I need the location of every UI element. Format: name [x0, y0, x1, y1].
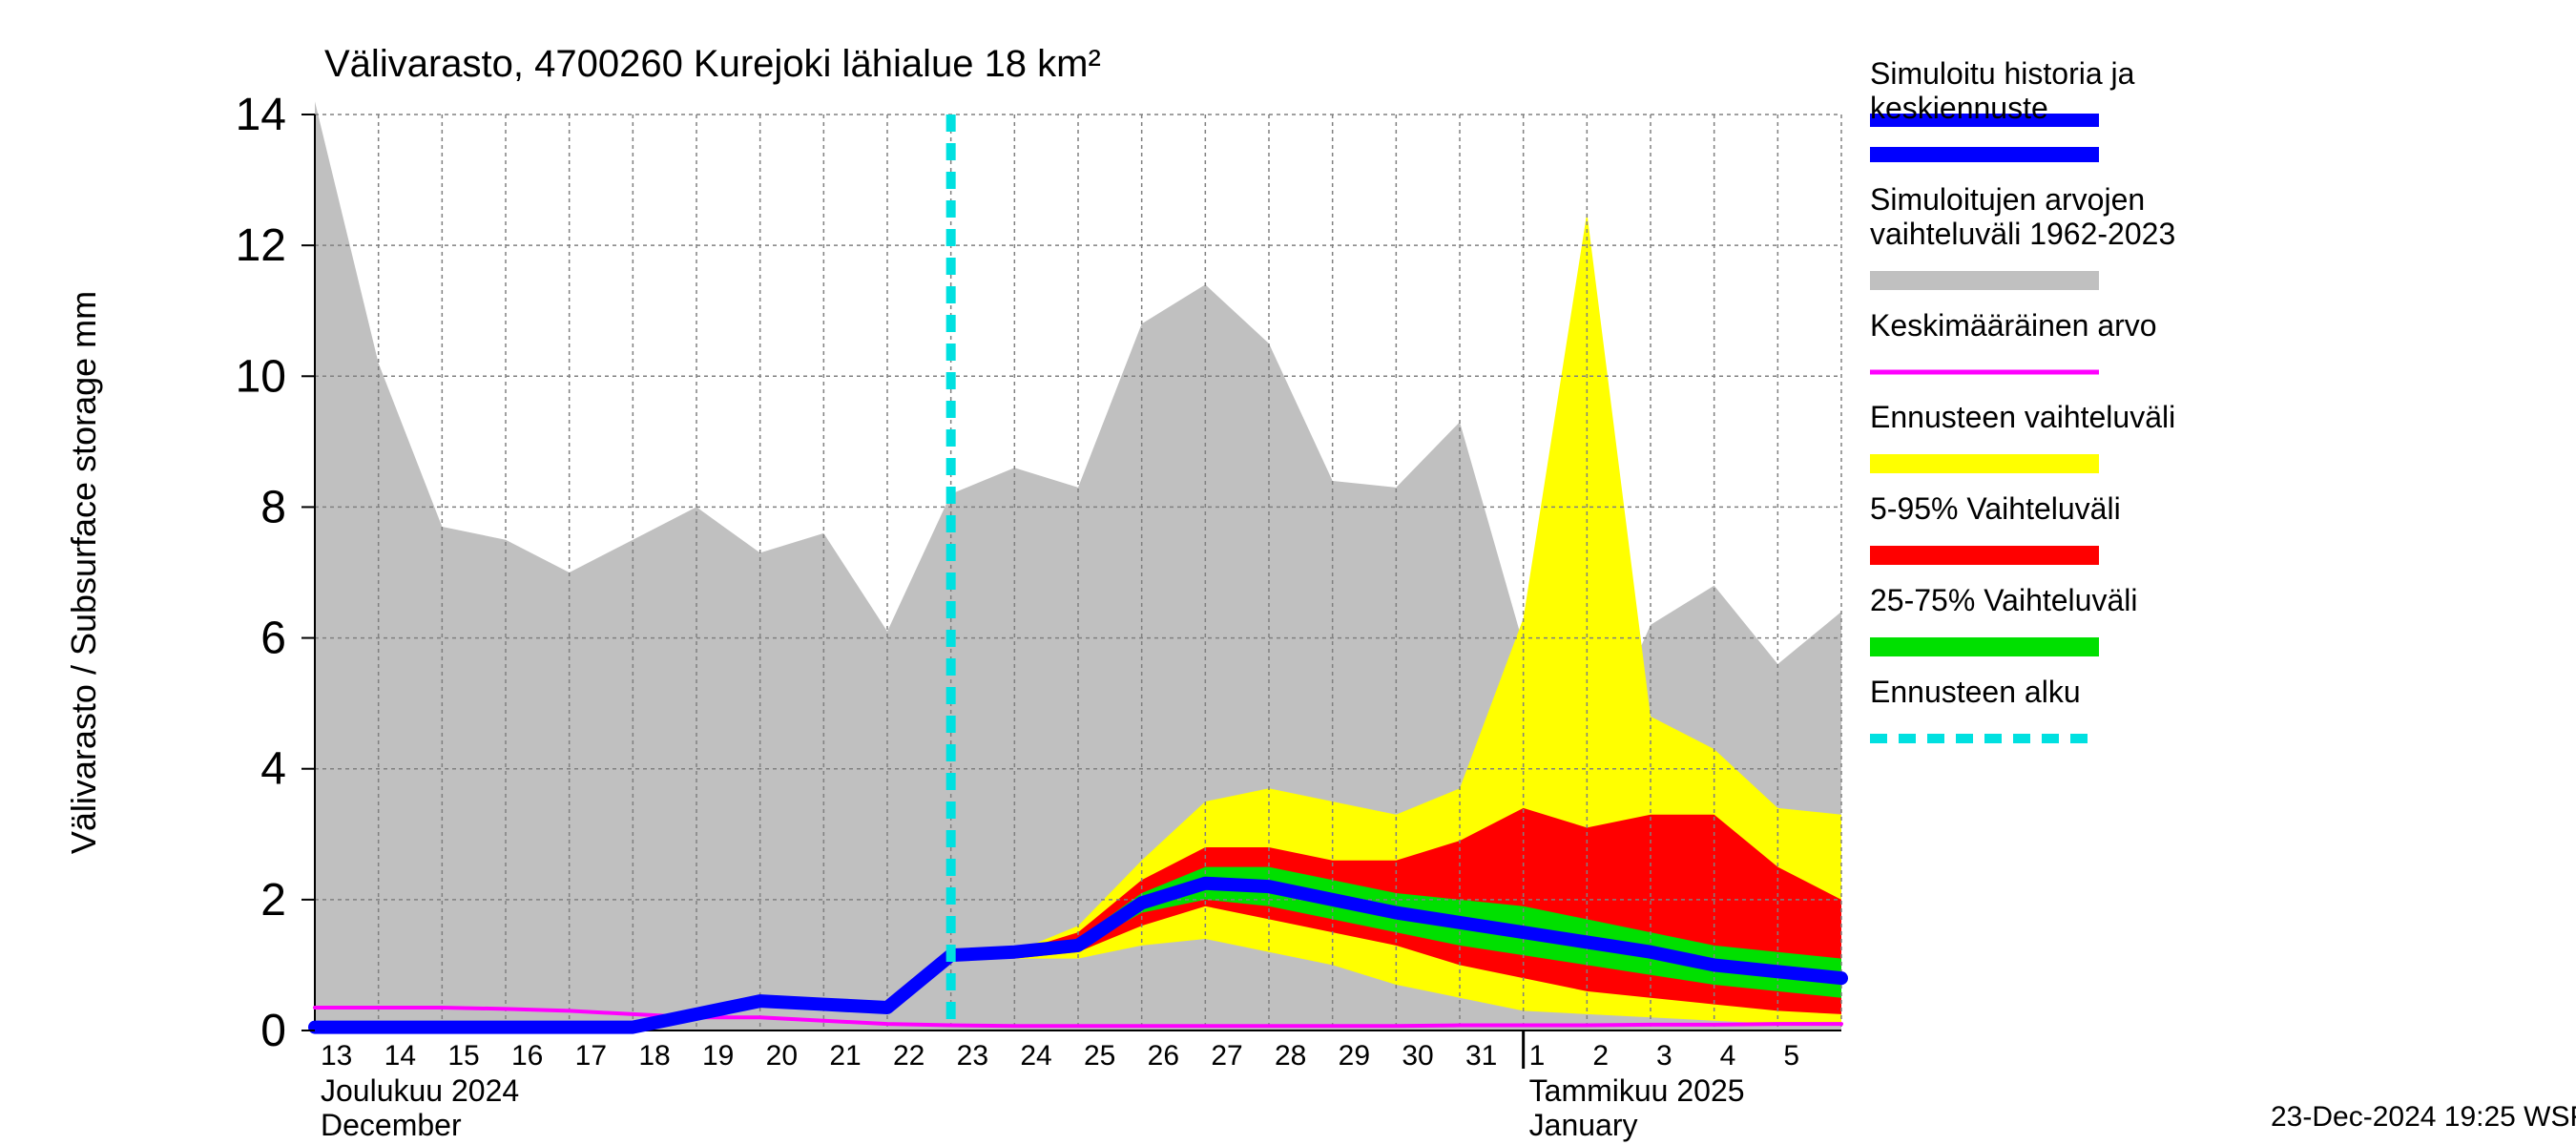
x-tick-label: 26: [1148, 1040, 1179, 1072]
legend-label: Ennusteen vaihteluväli: [1870, 400, 2175, 434]
y-tick-label: 4: [260, 744, 286, 795]
y-tick-label: 6: [260, 614, 286, 664]
legend-label: keskiennuste: [1870, 91, 2048, 125]
x-tick-label: 19: [702, 1040, 734, 1072]
month-label: January: [1529, 1108, 1638, 1142]
chart-svg: 0246810121413141516171819202122232425262…: [0, 0, 2576, 1145]
x-tick-label: 30: [1402, 1040, 1433, 1072]
y-tick-label: 8: [260, 482, 286, 532]
month-label: Tammikuu 2025: [1529, 1073, 1745, 1108]
chart-container: 0246810121413141516171819202122232425262…: [0, 0, 2576, 1145]
x-tick-label: 20: [766, 1040, 798, 1072]
chart-footer: 23-Dec-2024 19:25 WSFS-O: [2271, 1101, 2576, 1133]
x-tick-label: 31: [1465, 1040, 1497, 1072]
x-tick-label: 17: [575, 1040, 607, 1072]
legend-label: vaihteluväli 1962-2023: [1870, 217, 2175, 251]
x-tick-label: 4: [1720, 1040, 1736, 1072]
x-tick-label: 3: [1656, 1040, 1672, 1072]
x-tick-label: 1: [1529, 1040, 1546, 1072]
chart-title: Välivarasto, 4700260 Kurejoki lähialue 1…: [324, 43, 1101, 85]
legend-label: Ennusteen alku: [1870, 675, 2081, 709]
legend-swatch: [1870, 271, 2099, 290]
legend-swatch: [1870, 454, 2099, 473]
legend-label: Simuloitu historia ja: [1870, 56, 2135, 91]
y-axis-label: Välivarasto / Subsurface storage mm: [64, 291, 103, 854]
x-tick-label: 18: [638, 1040, 670, 1072]
y-tick-label: 14: [236, 90, 286, 140]
legend-label: 25-75% Vaihteluväli: [1870, 583, 2137, 617]
x-tick-label: 5: [1783, 1040, 1799, 1072]
x-tick-label: 28: [1275, 1040, 1306, 1072]
x-tick-label: 2: [1592, 1040, 1609, 1072]
month-label: December: [321, 1108, 462, 1142]
x-tick-label: 14: [384, 1040, 416, 1072]
x-tick-label: 27: [1211, 1040, 1242, 1072]
legend-label: 5-95% Vaihteluväli: [1870, 491, 2121, 526]
x-tick-label: 13: [321, 1040, 352, 1072]
x-tick-label: 22: [893, 1040, 924, 1072]
x-tick-label: 25: [1084, 1040, 1115, 1072]
month-label: Joulukuu 2024: [321, 1073, 519, 1108]
x-tick-label: 15: [447, 1040, 479, 1072]
legend-swatch: [1870, 546, 2099, 565]
x-tick-label: 24: [1020, 1040, 1051, 1072]
y-tick-label: 2: [260, 875, 286, 926]
y-tick-label: 10: [236, 351, 286, 402]
y-tick-label: 0: [260, 1006, 286, 1056]
x-tick-label: 16: [511, 1040, 543, 1072]
y-tick-label: 12: [236, 220, 286, 271]
x-tick-label: 21: [829, 1040, 861, 1072]
legend-label: Keskimääräinen arvo: [1870, 308, 2157, 343]
x-tick-label: 29: [1339, 1040, 1370, 1072]
legend-swatch: [1870, 637, 2099, 656]
x-tick-label: 23: [957, 1040, 988, 1072]
legend-label: Simuloitujen arvojen: [1870, 182, 2145, 217]
